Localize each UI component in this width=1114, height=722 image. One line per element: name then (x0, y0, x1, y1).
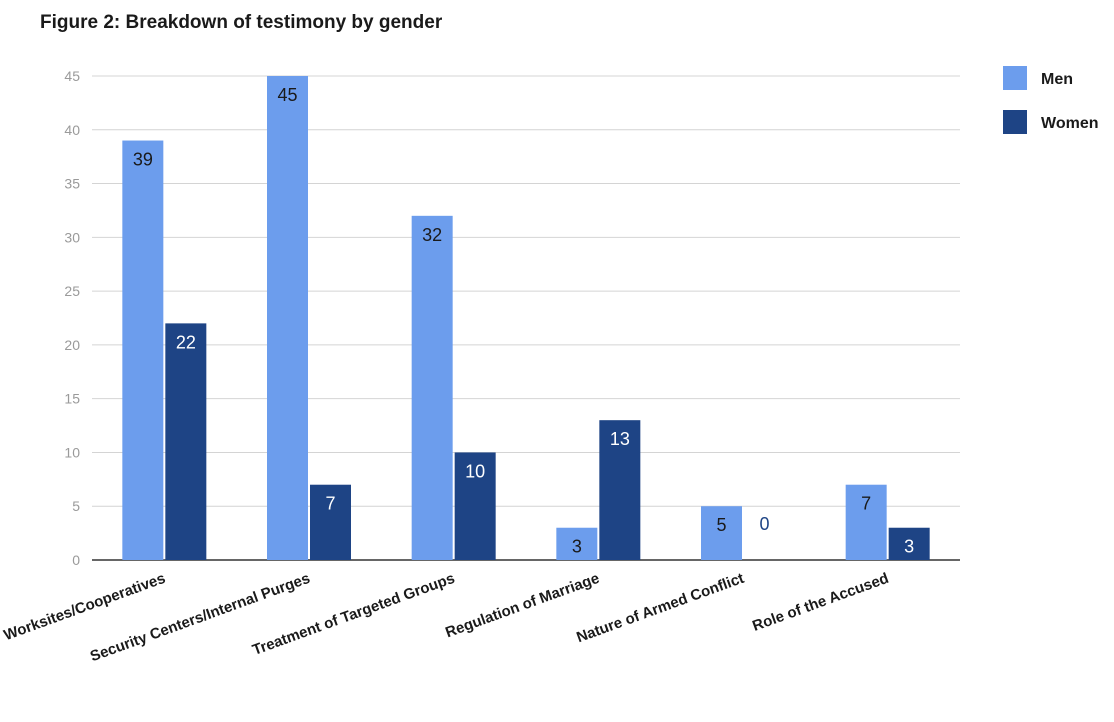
y-tick-label: 25 (64, 283, 80, 299)
bar-women (310, 484, 351, 560)
legend-label-men: Men (1041, 71, 1073, 88)
legend: Men Women (1003, 66, 1098, 134)
x-tick-label: Nature of Armed Conflict (574, 570, 746, 646)
y-tick-label: 15 (64, 391, 80, 407)
data-label: 45 (277, 85, 297, 105)
data-labels: 39 22 45 7 32 10 3 13 5 0 7 3 (133, 85, 914, 557)
data-label: 7 (861, 494, 871, 514)
bar-men (845, 484, 887, 560)
bar-women (165, 323, 207, 560)
legend-label-women: Women (1041, 115, 1098, 132)
y-tick-label: 30 (64, 229, 80, 245)
y-tick-label: 0 (72, 552, 80, 568)
data-label: 3 (904, 537, 914, 557)
bar-men (411, 215, 453, 561)
y-tick-label: 10 (64, 444, 80, 460)
data-label: 39 (133, 150, 153, 170)
y-tick-label: 20 (64, 337, 80, 353)
bar-men (556, 527, 598, 560)
bar-women (599, 420, 641, 560)
bar-men (122, 140, 164, 561)
data-label: 32 (422, 225, 442, 245)
bar-women (454, 452, 496, 560)
bar-women (888, 527, 930, 560)
data-label: 5 (716, 515, 726, 535)
data-label: 10 (465, 461, 485, 481)
x-tick-label: Role of the Accused (750, 570, 891, 635)
legend-swatch-women (1003, 110, 1027, 134)
y-axis: 0 5 10 15 20 25 30 35 40 45 (64, 68, 80, 568)
data-label: 0 (759, 514, 769, 534)
data-label: 3 (572, 537, 582, 557)
data-label: 13 (610, 429, 630, 449)
data-label: 22 (176, 332, 196, 352)
data-label: 7 (325, 494, 335, 514)
bar-men (267, 76, 308, 560)
bars (122, 76, 930, 561)
y-tick-label: 45 (64, 68, 80, 84)
gridlines (92, 75, 960, 561)
chart-title: Figure 2: Breakdown of testimony by gend… (40, 12, 443, 33)
bar-men (701, 506, 742, 560)
y-tick-label: 5 (72, 498, 80, 514)
y-tick-label: 35 (64, 176, 80, 192)
legend-swatch-men (1003, 66, 1027, 90)
y-tick-label: 40 (64, 122, 80, 138)
